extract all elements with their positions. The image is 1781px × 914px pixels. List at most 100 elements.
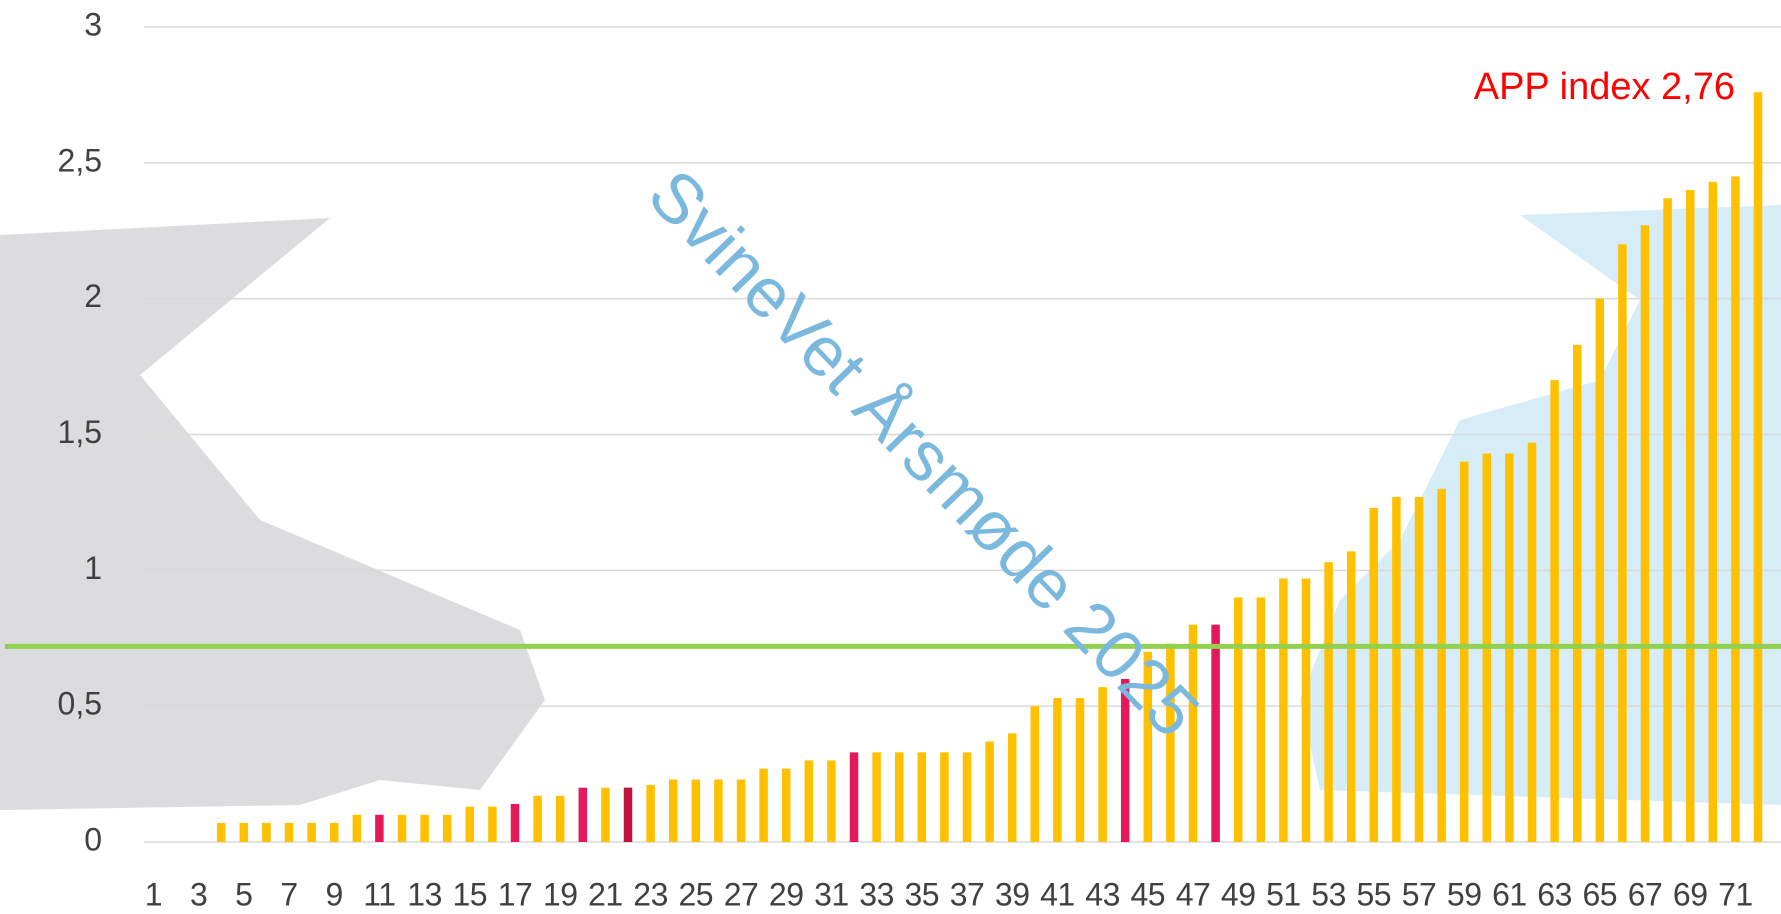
- x-tick-label: 23: [633, 876, 668, 912]
- bar: [1437, 489, 1446, 842]
- bar: [1279, 578, 1288, 842]
- bar: [1641, 225, 1650, 842]
- x-tick-label: 5: [235, 876, 252, 912]
- x-tick-label: 17: [498, 876, 533, 912]
- bar: [714, 780, 723, 842]
- bar: [759, 769, 768, 842]
- bar: [940, 752, 949, 842]
- bar: [285, 823, 294, 842]
- bar: [1257, 598, 1266, 843]
- x-tick-label: 33: [859, 876, 894, 912]
- y-tick-label: 0: [84, 821, 102, 857]
- y-tick-label: 2: [84, 278, 102, 314]
- x-tick-label: 71: [1718, 876, 1753, 912]
- x-tick-label: 67: [1628, 876, 1663, 912]
- bar: [669, 780, 678, 842]
- x-tick-label: 19: [543, 876, 578, 912]
- bar: [1347, 551, 1356, 842]
- x-tick-label: 41: [1040, 876, 1075, 912]
- bar: [307, 823, 316, 842]
- bar: [850, 752, 859, 842]
- x-tick-label: 25: [679, 876, 714, 912]
- bar: [330, 823, 339, 842]
- x-tick-label: 13: [407, 876, 442, 912]
- y-tick-label: 1: [84, 550, 102, 586]
- bar: [1528, 443, 1537, 842]
- bar: [1189, 625, 1198, 842]
- x-tick-label: 35: [905, 876, 940, 912]
- bar: [1731, 176, 1740, 842]
- x-tick-label: 37: [950, 876, 985, 912]
- bar: [1211, 625, 1220, 842]
- x-tick-label: 59: [1447, 876, 1482, 912]
- bar: [1663, 198, 1672, 842]
- x-tick-label: 15: [453, 876, 488, 912]
- bar: [782, 769, 791, 842]
- bar: [1460, 462, 1469, 842]
- bar: [420, 815, 429, 842]
- bar: [579, 788, 588, 842]
- bar: [398, 815, 407, 842]
- bar: [1754, 92, 1763, 842]
- bar: [646, 785, 655, 842]
- x-tick-label: 61: [1492, 876, 1527, 912]
- bar: [624, 788, 633, 842]
- x-tick-label: 9: [326, 876, 343, 912]
- x-tick-label: 39: [995, 876, 1030, 912]
- bar: [1596, 299, 1605, 842]
- bar: [262, 823, 271, 842]
- bar: [1234, 598, 1243, 843]
- bar: [1302, 578, 1311, 842]
- bar: [1076, 698, 1085, 842]
- bar: [443, 815, 452, 842]
- x-tick-label: 27: [724, 876, 759, 912]
- bar: [1008, 733, 1017, 842]
- bar: [1415, 497, 1424, 842]
- bar: [1709, 182, 1718, 842]
- x-tick-label: 51: [1266, 876, 1301, 912]
- bar: [1550, 380, 1559, 842]
- y-tick-label: 1,5: [58, 414, 102, 450]
- y-tick-label: 2,5: [58, 142, 102, 178]
- x-tick-label: 3: [190, 876, 207, 912]
- x-tick-label: 47: [1176, 876, 1211, 912]
- bar: [872, 752, 881, 842]
- bar: [1324, 562, 1333, 842]
- bar: [1618, 244, 1627, 842]
- x-tick-label: 65: [1583, 876, 1618, 912]
- bar: [1031, 706, 1040, 842]
- bar: [1392, 497, 1401, 842]
- bar: [827, 761, 836, 843]
- bar: [805, 761, 814, 843]
- bar: [511, 804, 520, 842]
- x-tick-label: 69: [1673, 876, 1708, 912]
- bar: [375, 815, 384, 842]
- y-tick-label: 0,5: [58, 686, 102, 722]
- bar: [466, 807, 475, 842]
- bar: [737, 780, 746, 842]
- bar: [1053, 698, 1062, 842]
- bar: [1370, 508, 1379, 842]
- bar: [692, 780, 701, 842]
- bar: [217, 823, 226, 842]
- x-tick-label: 53: [1311, 876, 1346, 912]
- x-tick-label: 49: [1221, 876, 1256, 912]
- bar: [601, 788, 610, 842]
- bar: [918, 752, 927, 842]
- bar: [1686, 190, 1695, 842]
- bar: [1098, 687, 1107, 842]
- x-tick-label: 57: [1402, 876, 1437, 912]
- x-tick-label: 21: [588, 876, 623, 912]
- bar: [963, 752, 972, 842]
- bar: [488, 807, 497, 842]
- bar: [353, 815, 362, 842]
- y-tick-label: 3: [84, 6, 102, 42]
- bar: [1573, 345, 1582, 842]
- x-tick-label: 11: [363, 876, 395, 912]
- x-tick-label: 45: [1131, 876, 1166, 912]
- bar: [985, 741, 994, 842]
- x-tick-label: 31: [814, 876, 849, 912]
- x-tick-label: 63: [1537, 876, 1572, 912]
- x-tick-label: 43: [1085, 876, 1120, 912]
- x-tick-label: 7: [280, 876, 297, 912]
